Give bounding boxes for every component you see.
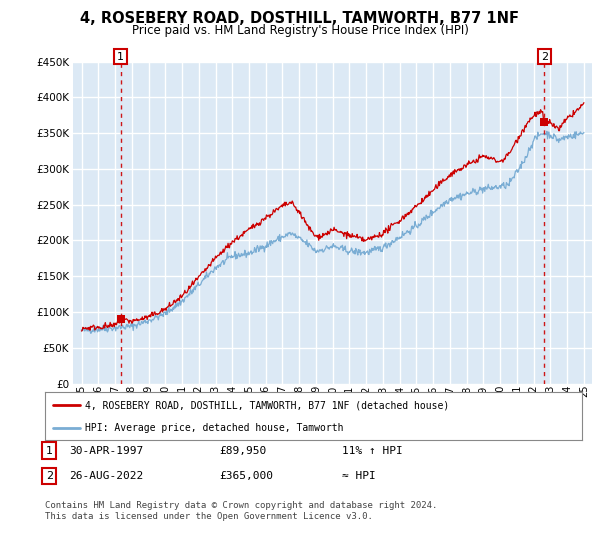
Text: 2: 2 — [541, 52, 548, 62]
Text: 2: 2 — [46, 471, 53, 481]
Text: 26-AUG-2022: 26-AUG-2022 — [69, 471, 143, 481]
Text: ≈ HPI: ≈ HPI — [342, 471, 376, 481]
Text: 1: 1 — [117, 52, 124, 62]
Text: 4, ROSEBERY ROAD, DOSTHILL, TAMWORTH, B77 1NF: 4, ROSEBERY ROAD, DOSTHILL, TAMWORTH, B7… — [80, 11, 520, 26]
Text: Contains HM Land Registry data © Crown copyright and database right 2024.
This d: Contains HM Land Registry data © Crown c… — [45, 501, 437, 521]
Text: £89,950: £89,950 — [219, 446, 266, 456]
Text: 4, ROSEBERY ROAD, DOSTHILL, TAMWORTH, B77 1NF (detached house): 4, ROSEBERY ROAD, DOSTHILL, TAMWORTH, B7… — [85, 400, 449, 410]
Text: HPI: Average price, detached house, Tamworth: HPI: Average price, detached house, Tamw… — [85, 423, 344, 433]
Text: 11% ↑ HPI: 11% ↑ HPI — [342, 446, 403, 456]
Text: £365,000: £365,000 — [219, 471, 273, 481]
Text: 30-APR-1997: 30-APR-1997 — [69, 446, 143, 456]
Text: Price paid vs. HM Land Registry's House Price Index (HPI): Price paid vs. HM Land Registry's House … — [131, 24, 469, 36]
Text: 1: 1 — [46, 446, 53, 456]
